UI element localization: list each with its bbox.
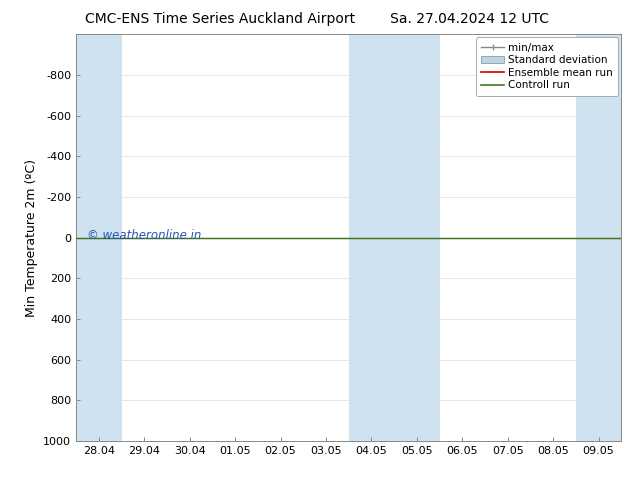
- Y-axis label: Min Temperature 2m (ºC): Min Temperature 2m (ºC): [25, 159, 37, 317]
- Bar: [576, 34, 621, 441]
- Legend: min/max, Standard deviation, Ensemble mean run, Controll run: min/max, Standard deviation, Ensemble me…: [476, 37, 618, 96]
- Bar: [76, 34, 122, 441]
- Text: © weatheronline.in: © weatheronline.in: [87, 229, 202, 242]
- Bar: [349, 34, 439, 441]
- Text: CMC-ENS Time Series Auckland Airport        Sa. 27.04.2024 12 UTC: CMC-ENS Time Series Auckland Airport Sa.…: [85, 12, 549, 26]
